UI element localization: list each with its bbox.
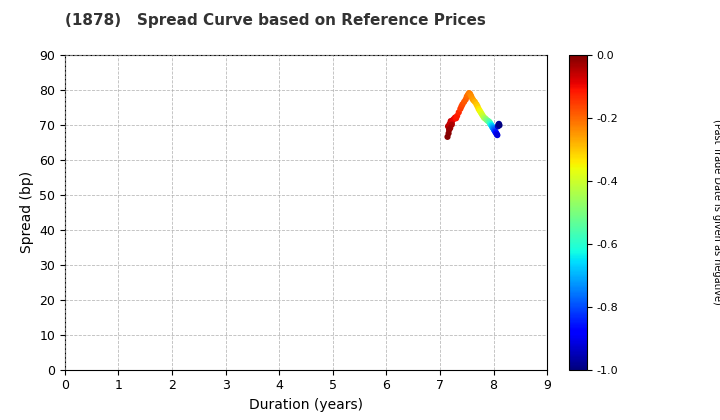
Point bbox=[480, 115, 491, 122]
Y-axis label: Spread (bp): Spread (bp) bbox=[19, 171, 34, 253]
Point bbox=[487, 125, 499, 131]
Point bbox=[488, 126, 500, 132]
Point bbox=[486, 123, 498, 130]
Point bbox=[453, 109, 464, 116]
Point bbox=[463, 90, 474, 97]
Point bbox=[459, 98, 470, 105]
Point bbox=[444, 125, 456, 131]
Point bbox=[492, 121, 504, 128]
Point bbox=[446, 119, 457, 126]
Point bbox=[444, 126, 455, 133]
Point bbox=[448, 116, 459, 123]
Point bbox=[443, 130, 454, 137]
Point bbox=[490, 129, 502, 136]
Point bbox=[449, 114, 461, 121]
Point bbox=[469, 98, 481, 105]
Point bbox=[454, 105, 466, 112]
Point bbox=[490, 128, 501, 135]
Point bbox=[450, 115, 462, 122]
Point bbox=[464, 90, 476, 97]
Point bbox=[474, 107, 485, 114]
Point bbox=[472, 103, 483, 110]
Point bbox=[486, 122, 498, 129]
Point bbox=[467, 97, 479, 103]
Text: (1878)   Spread Curve based on Reference Prices: (1878) Spread Curve based on Reference P… bbox=[65, 13, 486, 28]
Point bbox=[490, 130, 502, 137]
Point bbox=[485, 121, 496, 127]
Point bbox=[482, 118, 494, 124]
Point bbox=[475, 109, 487, 116]
Point bbox=[480, 116, 492, 123]
Point bbox=[467, 95, 478, 102]
Point bbox=[488, 126, 500, 133]
Point bbox=[444, 121, 456, 127]
Point bbox=[492, 132, 503, 139]
Point bbox=[476, 111, 487, 118]
Point bbox=[484, 118, 495, 125]
Point bbox=[445, 118, 456, 124]
Point bbox=[489, 128, 500, 134]
X-axis label: Duration (years): Duration (years) bbox=[249, 398, 363, 412]
Point bbox=[487, 124, 498, 131]
Point bbox=[456, 101, 468, 108]
Point bbox=[482, 117, 493, 124]
Point bbox=[460, 96, 472, 103]
Point bbox=[473, 105, 485, 112]
Point bbox=[442, 134, 454, 140]
Point bbox=[451, 113, 463, 119]
Point bbox=[465, 92, 477, 99]
Point bbox=[456, 103, 467, 110]
Y-axis label: Time in years between 8/30/2024 and Trade Date
(Past Trade Date is given as nega: Time in years between 8/30/2024 and Trad… bbox=[711, 91, 720, 333]
Point bbox=[461, 93, 472, 100]
Point bbox=[492, 123, 504, 130]
Point bbox=[494, 122, 505, 129]
Point bbox=[477, 113, 489, 119]
Point bbox=[484, 119, 495, 126]
Point bbox=[442, 123, 454, 130]
Point bbox=[471, 101, 482, 108]
Point bbox=[493, 121, 505, 127]
Point bbox=[446, 121, 457, 128]
Point bbox=[491, 131, 503, 138]
Point bbox=[478, 114, 490, 121]
Point bbox=[485, 121, 497, 128]
Point bbox=[462, 92, 474, 98]
